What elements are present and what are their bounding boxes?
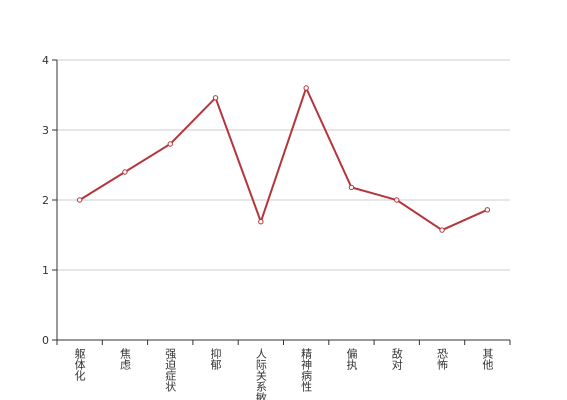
x-tick-label: 精神病性	[300, 348, 313, 393]
point	[439, 227, 445, 233]
point	[167, 141, 173, 147]
y-tick-label: 0	[42, 334, 49, 347]
x-tick-label: 躯体化	[73, 348, 86, 382]
y-tick-label: 4	[42, 54, 49, 67]
point	[122, 169, 128, 175]
point	[212, 95, 219, 101]
point	[303, 85, 309, 91]
x-tick-label: 抑郁	[209, 347, 222, 370]
y-tick-label: 1	[42, 264, 49, 277]
point	[348, 184, 355, 191]
point	[76, 197, 83, 203]
point	[484, 207, 491, 213]
y-tick-label: 3	[42, 124, 49, 137]
x-tick-label: 偏执	[345, 347, 358, 371]
series-line	[79, 85, 488, 232]
point	[394, 197, 400, 203]
x-tick-label: 人际关系敏感	[254, 348, 267, 400]
x-tick-label: 焦虑	[118, 348, 131, 370]
x-tick-label: 其他	[481, 348, 494, 370]
point	[258, 219, 264, 225]
x-tick-label: 敌对	[390, 347, 403, 370]
y-tick-label: 2	[42, 194, 49, 207]
x-tick-label: 强迫症状	[164, 348, 177, 392]
x-tick-label: 恐怖	[436, 348, 449, 370]
